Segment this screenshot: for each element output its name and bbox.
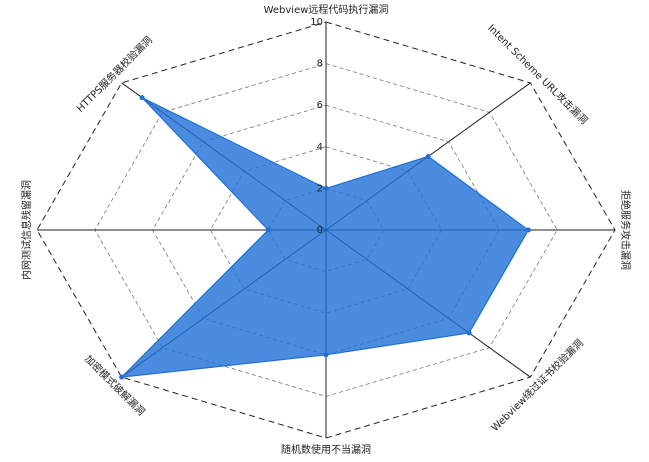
data-point	[466, 330, 472, 336]
category-label: 内网测试信息残留漏洞	[20, 180, 33, 280]
data-point	[323, 352, 329, 358]
r-tick-label: 2	[317, 183, 323, 194]
data-point	[119, 374, 125, 380]
r-tick-label: 10	[310, 17, 323, 28]
category-label: 随机数使用不当漏洞	[281, 443, 371, 456]
grid-ring	[152, 104, 500, 356]
category-label: 拒绝服务攻击漏洞	[619, 190, 632, 270]
data-point	[323, 185, 329, 191]
data-point	[425, 153, 431, 159]
data-point	[139, 95, 145, 101]
r-tick-label: 8	[317, 59, 323, 70]
r-tick-label: 0	[317, 225, 323, 236]
data-point	[525, 227, 531, 233]
data-point	[265, 227, 271, 233]
r-tick-label: 4	[317, 142, 323, 153]
data-area	[120, 97, 530, 378]
category-label: HTTPS服务器校验漏洞	[74, 33, 155, 114]
category-label: Webview远程代码执行漏洞	[264, 3, 389, 16]
r-tick-label: 6	[317, 100, 323, 111]
